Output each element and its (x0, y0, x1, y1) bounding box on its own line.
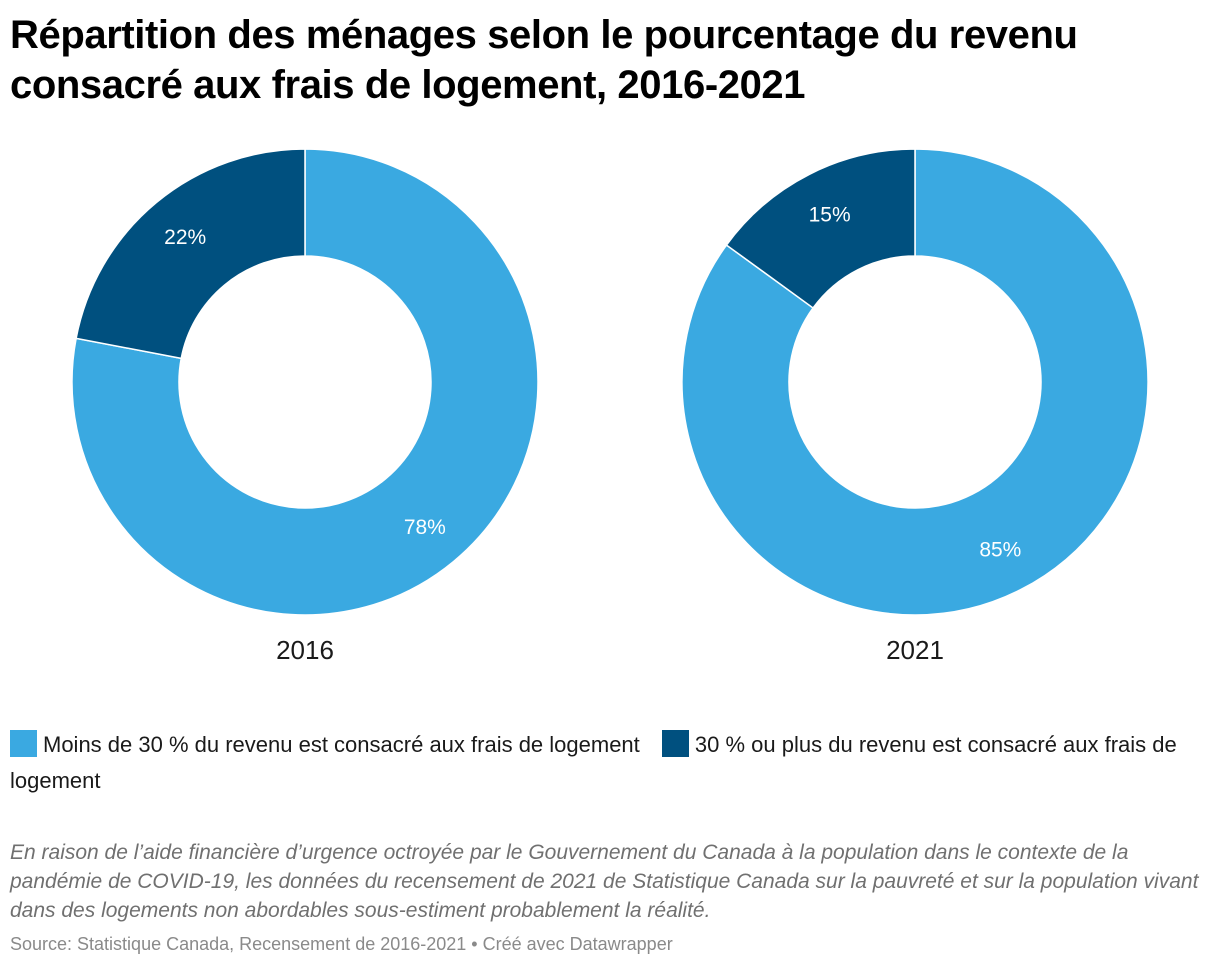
footnote: En raison de l’aide financière d’urgence… (10, 841, 1199, 922)
chart-title: Répartition des ménages selon le pourcen… (10, 13, 1078, 107)
donut-2021-svg: 85% 15% (681, 148, 1149, 616)
donut-chart-2016: 78% 22% 2016 (5, 130, 605, 690)
legend-swatch-light-blue (10, 730, 37, 757)
legend-label-under-30: Moins de 30 % du revenu est consacré aux… (43, 732, 640, 757)
donut-slice-2016-under-30 (71, 148, 539, 616)
donut-slice-2016-30-or-more (75, 148, 306, 360)
legend-item-30-or-more: 30 % ou plus du revenu est consacré aux … (10, 730, 1177, 793)
year-label-2016: 2016 (276, 635, 334, 665)
source-credit: Source: Statistique Canada, Recensement … (10, 934, 673, 954)
legend-label-30-or-more: 30 % ou plus du revenu est consacré aux … (10, 732, 1177, 793)
slice-value-label-2016-30-or-more: 22% (164, 226, 206, 249)
slice-value-label-2021-30-or-more: 15% (809, 203, 851, 226)
legend-item-under-30: Moins de 30 % du revenu est consacré aux… (10, 730, 640, 757)
donut-2016-svg: 78% 22% (71, 148, 539, 616)
year-label-2021: 2021 (886, 635, 944, 665)
legend: Moins de 30 % du revenu est consacré aux… (10, 727, 1210, 799)
legend-swatch-dark-blue (661, 730, 689, 757)
donut-slice-2021-30-or-more (725, 148, 916, 309)
slice-value-label-2016-under-30: 78% (404, 516, 446, 539)
donut-slice-2021-under-30 (681, 148, 1149, 616)
donut-charts: 78% 22% 2016 85% 15% 2021 (0, 130, 1220, 690)
slice-value-label-2021-under-30: 85% (979, 539, 1021, 562)
donut-chart-2021: 85% 15% 2021 (615, 130, 1215, 690)
